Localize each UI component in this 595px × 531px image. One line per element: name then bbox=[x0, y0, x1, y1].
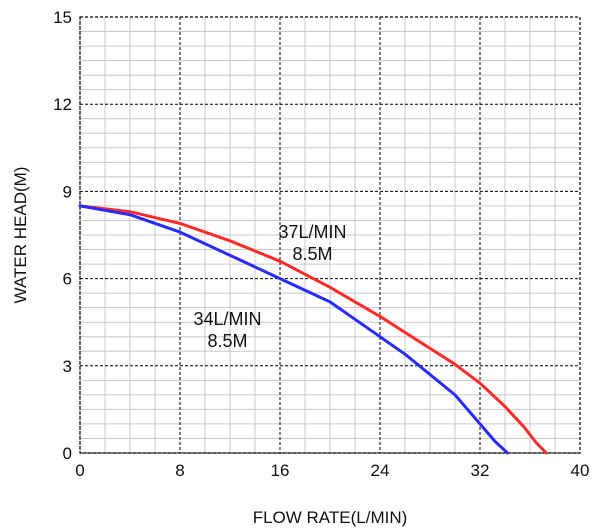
y-tick-label: 9 bbox=[63, 182, 72, 201]
x-tick-label: 8 bbox=[175, 461, 184, 480]
plot-border bbox=[79, 16, 581, 454]
series-line-1 bbox=[78, 204, 509, 455]
series-line-0 bbox=[78, 204, 548, 455]
x-axis-label: FLOW RATE(L/MIN) bbox=[253, 508, 408, 527]
annotations: 37L/MIN 8.5M 34L/MIN 8.5M bbox=[193, 222, 346, 351]
x-tick-label: 40 bbox=[571, 461, 590, 480]
y-tick-label: 6 bbox=[63, 270, 72, 289]
x-tick-label: 24 bbox=[371, 461, 390, 480]
annotation-0: 37L/MIN 8.5M bbox=[278, 222, 346, 264]
x-tick-label: 16 bbox=[271, 461, 290, 480]
x-tick-label: 0 bbox=[75, 461, 84, 480]
y-axis-label: WATER HEAD(M) bbox=[11, 167, 30, 304]
series-layer bbox=[78, 204, 548, 455]
y-tick-label: 3 bbox=[63, 357, 72, 376]
annotation-1: 34L/MIN 8.5M bbox=[193, 309, 261, 351]
y-tick-label: 0 bbox=[63, 444, 72, 463]
y-tick-label: 12 bbox=[53, 95, 72, 114]
y-tick-label: 15 bbox=[53, 8, 72, 27]
x-tick-label: 32 bbox=[471, 461, 490, 480]
grid bbox=[79, 16, 581, 454]
tick-labels: 0 8 16 24 32 40 0 3 6 9 12 15 bbox=[53, 8, 589, 480]
